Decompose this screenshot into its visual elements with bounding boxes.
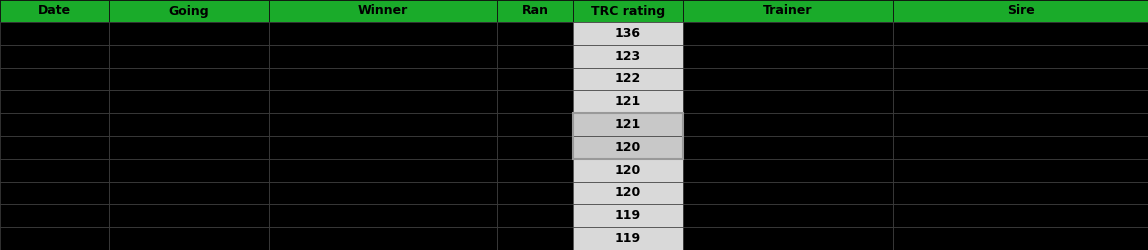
- Bar: [573, 136, 683, 159]
- Bar: [497, 227, 573, 250]
- Bar: [497, 136, 573, 159]
- Bar: [683, 90, 893, 113]
- Bar: [497, 159, 573, 182]
- Text: 121: 121: [615, 118, 641, 131]
- Text: Date: Date: [38, 4, 71, 18]
- Bar: [109, 45, 269, 68]
- Bar: [683, 159, 893, 182]
- Bar: [109, 68, 269, 90]
- Text: Going: Going: [169, 4, 209, 18]
- Bar: [497, 113, 573, 136]
- Bar: [893, 227, 1148, 250]
- Bar: [109, 22, 269, 45]
- Bar: [269, 182, 497, 204]
- Bar: [893, 204, 1148, 227]
- Bar: [893, 45, 1148, 68]
- Bar: [109, 182, 269, 204]
- Text: 136: 136: [615, 27, 641, 40]
- Text: Trainer: Trainer: [763, 4, 813, 18]
- Bar: [269, 0, 497, 22]
- Bar: [109, 159, 269, 182]
- Bar: [893, 182, 1148, 204]
- Bar: [269, 22, 497, 45]
- Bar: [0, 113, 109, 136]
- Bar: [573, 22, 683, 45]
- Bar: [0, 22, 109, 45]
- Text: 119: 119: [615, 209, 641, 222]
- Bar: [573, 182, 683, 204]
- Bar: [0, 136, 109, 159]
- Bar: [497, 90, 573, 113]
- Bar: [269, 159, 497, 182]
- Bar: [683, 204, 893, 227]
- Bar: [109, 136, 269, 159]
- Bar: [893, 22, 1148, 45]
- Bar: [683, 182, 893, 204]
- Text: 119: 119: [615, 232, 641, 245]
- Bar: [683, 136, 893, 159]
- Bar: [269, 113, 497, 136]
- Bar: [893, 68, 1148, 90]
- Bar: [683, 68, 893, 90]
- Bar: [269, 204, 497, 227]
- Text: 123: 123: [615, 50, 641, 63]
- Bar: [573, 204, 683, 227]
- Bar: [0, 204, 109, 227]
- Text: 120: 120: [615, 141, 641, 154]
- Bar: [893, 136, 1148, 159]
- Bar: [893, 113, 1148, 136]
- Text: 122: 122: [615, 72, 641, 86]
- Bar: [497, 68, 573, 90]
- Bar: [269, 68, 497, 90]
- Bar: [573, 113, 683, 136]
- Bar: [573, 227, 683, 250]
- Bar: [497, 182, 573, 204]
- Bar: [0, 227, 109, 250]
- Bar: [269, 90, 497, 113]
- Bar: [573, 90, 683, 113]
- Bar: [573, 0, 683, 22]
- Bar: [109, 204, 269, 227]
- Text: Sire: Sire: [1007, 4, 1034, 18]
- Bar: [573, 68, 683, 90]
- Text: 120: 120: [615, 164, 641, 177]
- Bar: [0, 45, 109, 68]
- Text: 120: 120: [615, 186, 641, 200]
- Text: Ran: Ran: [521, 4, 549, 18]
- Bar: [269, 227, 497, 250]
- Bar: [683, 22, 893, 45]
- Bar: [497, 22, 573, 45]
- Bar: [109, 0, 269, 22]
- Bar: [0, 90, 109, 113]
- Text: Winner: Winner: [358, 4, 409, 18]
- Bar: [109, 90, 269, 113]
- Bar: [893, 90, 1148, 113]
- Bar: [683, 0, 893, 22]
- Bar: [573, 113, 683, 159]
- Bar: [497, 0, 573, 22]
- Bar: [573, 45, 683, 68]
- Bar: [573, 159, 683, 182]
- Bar: [269, 45, 497, 68]
- Bar: [497, 45, 573, 68]
- Text: 121: 121: [615, 95, 641, 108]
- Bar: [109, 113, 269, 136]
- Bar: [0, 68, 109, 90]
- Bar: [893, 159, 1148, 182]
- Bar: [683, 227, 893, 250]
- Bar: [683, 113, 893, 136]
- Bar: [683, 45, 893, 68]
- Bar: [0, 182, 109, 204]
- Bar: [0, 0, 109, 22]
- Bar: [0, 159, 109, 182]
- Bar: [893, 0, 1148, 22]
- Bar: [109, 227, 269, 250]
- Text: TRC rating: TRC rating: [591, 4, 665, 18]
- Bar: [269, 136, 497, 159]
- Bar: [497, 204, 573, 227]
